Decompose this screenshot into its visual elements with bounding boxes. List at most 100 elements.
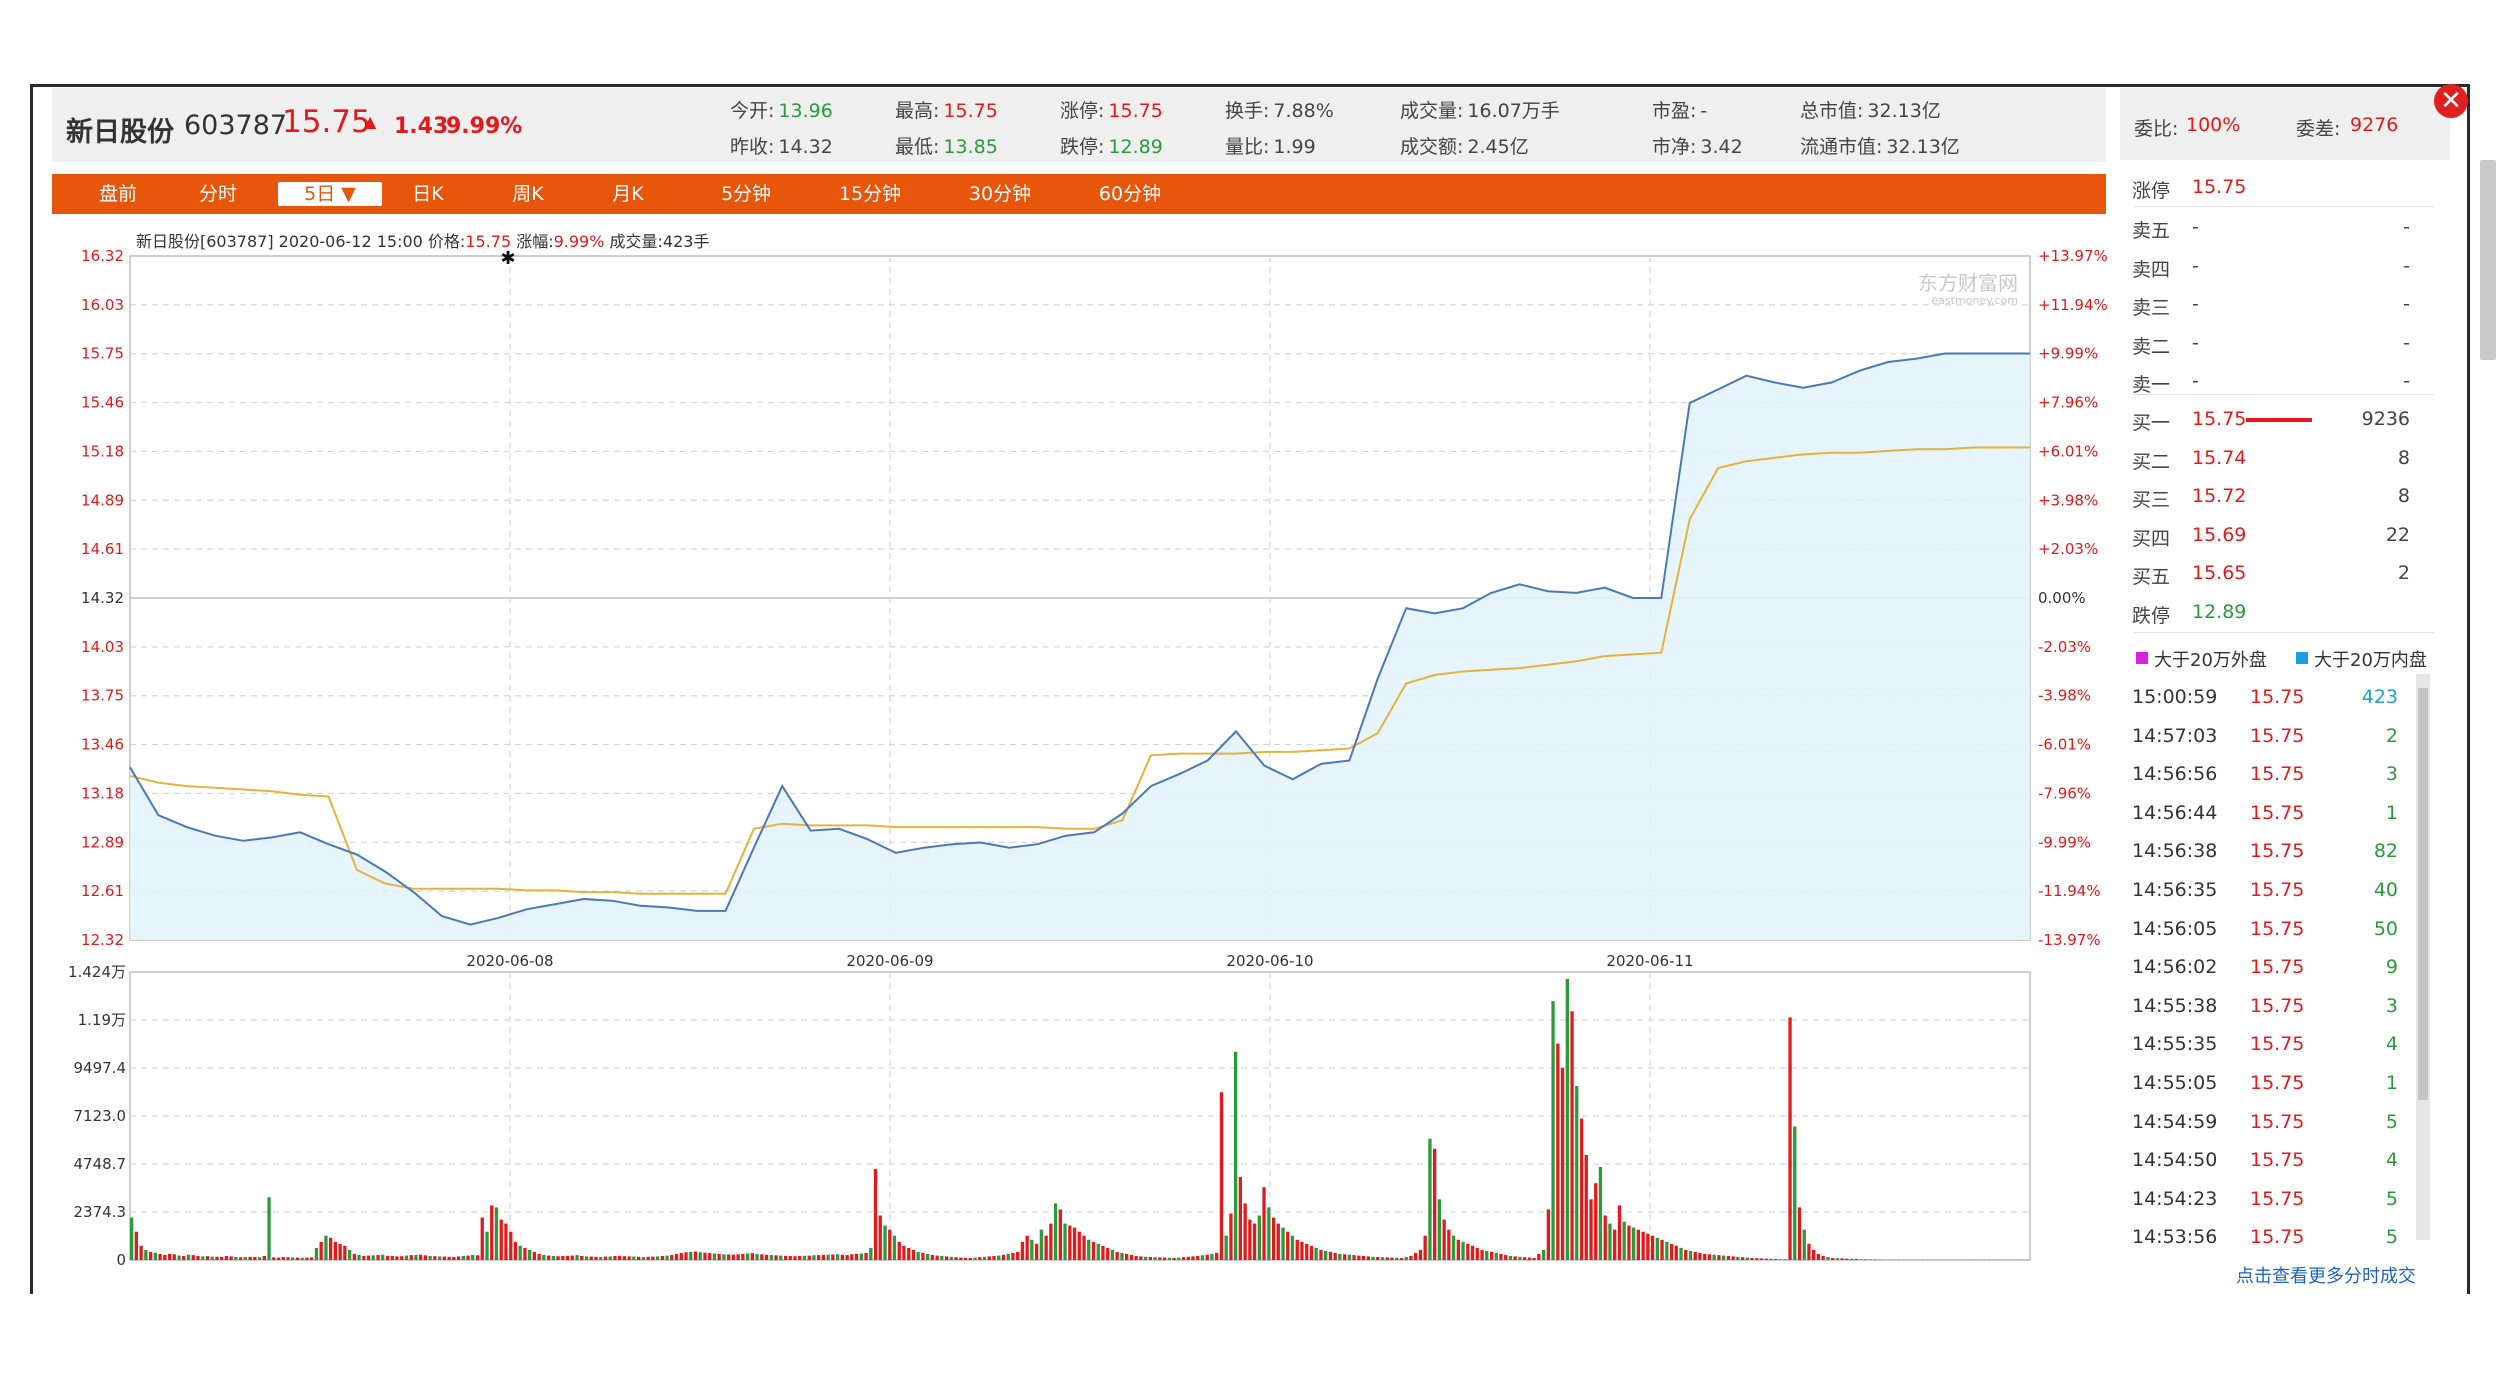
limit-up-row[interactable]: 涨停 15.75 <box>2120 168 2450 206</box>
volume-bar <box>599 1257 603 1260</box>
tab-period[interactable]: 日K <box>412 183 444 205</box>
y-tick-label-pct: +2.03% <box>2038 540 2098 558</box>
trade-row[interactable]: 14:55:05 15.75 1 <box>2120 1064 2420 1102</box>
trade-row[interactable]: 14:53:56 15.75 5 <box>2120 1218 2420 1256</box>
ob-label: 涨停 <box>2132 180 2171 202</box>
volume-bar <box>1082 1235 1086 1260</box>
page-scrollbar[interactable] <box>2480 160 2496 360</box>
tab-period[interactable]: 5日 ▼ <box>278 182 382 206</box>
volume-tick-label: 2374.3 <box>74 1203 127 1221</box>
volume-bar <box>1125 1253 1129 1260</box>
tab-period[interactable]: 月K <box>612 183 644 205</box>
trade-row[interactable]: 14:56:02 15.75 9 <box>2120 948 2420 986</box>
trade-row[interactable]: 15:00:59 15.75 423 <box>2120 678 2420 716</box>
volume-bar <box>1134 1256 1138 1260</box>
volume-bar <box>727 1254 731 1260</box>
volume-bar <box>1726 1256 1731 1260</box>
ob-label: 买四 <box>2132 527 2171 550</box>
trade-time: 14:54:59 <box>2132 1110 2218 1133</box>
quote-item: 跌停: 12.89 <box>1060 132 1163 159</box>
volume-bar <box>262 1256 266 1260</box>
quote-value: 15.75 <box>1108 100 1163 122</box>
trade-price: 15.75 <box>2250 1187 2305 1210</box>
tab-period[interactable]: 60分钟 <box>1098 183 1162 205</box>
y-tick-label-pct: -11.94% <box>2038 882 2101 900</box>
bid-row[interactable]: 买二 15.74 8 <box>2120 439 2450 477</box>
volume-bar <box>272 1257 276 1260</box>
tab-period[interactable]: 盘前 <box>98 183 137 205</box>
trade-volume: 9 <box>2385 956 2398 979</box>
tab-period[interactable]: 分时 <box>198 183 237 205</box>
ask-row[interactable]: 卖三 - - <box>2120 285 2450 323</box>
trade-row[interactable]: 14:56:38 15.75 82 <box>2120 832 2420 870</box>
ob-price: - <box>2192 370 2199 392</box>
ask-row[interactable]: 卖一 - - <box>2120 362 2450 400</box>
trade-row[interactable]: 14:57:03 15.75 2 <box>2120 717 2420 755</box>
volume-bar <box>854 1253 859 1260</box>
volume-bar <box>916 1251 920 1260</box>
volume-bar <box>158 1253 162 1260</box>
bid-row[interactable]: 买五 15.65 2 <box>2120 554 2450 592</box>
more-trades-link[interactable]: 点击查看更多分时成交 <box>2236 1266 2416 1287</box>
ob-price: 15.69 <box>2192 523 2247 546</box>
volume-bar <box>1404 1257 1408 1260</box>
quote-item: 市净: 3.42 <box>1652 132 1743 159</box>
five-day-chart[interactable]: 16.32 +13.97% 16.03 +11.94% 15.75 +9.99% 15.46… <box>60 246 2110 1272</box>
volume-bar <box>1769 1258 1773 1260</box>
volume-bar <box>1399 1258 1404 1260</box>
volume-bar <box>712 1253 717 1260</box>
quote-item: 市盈: - <box>1652 96 1707 123</box>
volume-bar <box>997 1255 1001 1260</box>
trade-price: 15.75 <box>2250 994 2305 1017</box>
volume-bar <box>1532 1258 1536 1260</box>
volume-bar <box>1489 1251 1494 1260</box>
stock-header: 新日股份 603787 15.75 ▲ 1.43 9.99% 今开: 13.96 昨… <box>52 88 2106 162</box>
tab-period[interactable]: 周K <box>512 183 544 205</box>
bid-row[interactable]: 买一 15.75 9236 <box>2120 400 2450 438</box>
bid-row[interactable]: 买三 15.72 8 <box>2120 477 2450 515</box>
y-tick-label: 12.61 <box>81 882 124 900</box>
trade-row[interactable]: 14:55:38 15.75 3 <box>2120 987 2420 1025</box>
volume-bar <box>1518 1256 1522 1260</box>
stock-name: 新日股份 <box>66 117 174 148</box>
tab-period[interactable]: 5分钟 <box>720 183 772 205</box>
volume-bar <box>670 1254 674 1260</box>
trade-price: 15.75 <box>2250 763 2305 786</box>
trade-row[interactable]: 14:56:35 15.75 40 <box>2120 871 2420 909</box>
ob-label: 买五 <box>2132 566 2171 588</box>
volume-bar <box>499 1219 503 1260</box>
tab-period[interactable]: 30分钟 <box>968 183 1032 205</box>
trades-scroll-thumb[interactable] <box>2418 688 2428 1100</box>
trade-row[interactable]: 14:56:56 15.75 3 <box>2120 755 2420 793</box>
trade-row[interactable]: 14:54:23 15.75 5 <box>2120 1180 2420 1218</box>
ask-row[interactable]: 卖二 - - <box>2120 324 2450 362</box>
volume-bar <box>1423 1235 1427 1260</box>
volume-bar <box>1418 1249 1423 1260</box>
volume-bar <box>651 1256 655 1260</box>
volume-bar <box>1385 1257 1389 1260</box>
volume-bar <box>755 1253 759 1260</box>
volume-bar <box>1219 1092 1224 1260</box>
volume-bar <box>182 1256 186 1260</box>
marker-icon: ✱ <box>500 248 515 269</box>
volume-bar <box>769 1255 773 1260</box>
volume-bar <box>556 1256 560 1260</box>
trade-row[interactable]: 14:54:50 15.75 4 <box>2120 1141 2420 1179</box>
trade-row[interactable]: 14:56:05 15.75 50 <box>2120 910 2420 948</box>
quote-value: - <box>1700 100 1708 122</box>
trade-row[interactable]: 14:56:44 15.75 1 <box>2120 794 2420 832</box>
y-tick-label-pct: 0.00% <box>2038 589 2086 607</box>
trade-row[interactable]: 14:55:35 15.75 4 <box>2120 1025 2420 1063</box>
volume-bar <box>376 1254 380 1260</box>
info-price: 15.75 <box>465 232 512 251</box>
ob-label: 卖一 <box>2132 374 2171 396</box>
volume-bar <box>1617 1205 1622 1260</box>
limit-down-row[interactable]: 跌停 12.89 <box>2120 593 2450 631</box>
close-icon[interactable]: ✕ <box>2434 84 2468 118</box>
ask-row[interactable]: 卖五 - - <box>2120 208 2450 246</box>
bid-row[interactable]: 买四 15.69 22 <box>2120 516 2450 554</box>
ask-row[interactable]: 卖四 - - <box>2120 247 2450 285</box>
trade-row[interactable]: 14:54:59 15.75 5 <box>2120 1103 2420 1141</box>
volume-bar <box>836 1254 840 1260</box>
tab-period[interactable]: 15分钟 <box>838 183 902 205</box>
